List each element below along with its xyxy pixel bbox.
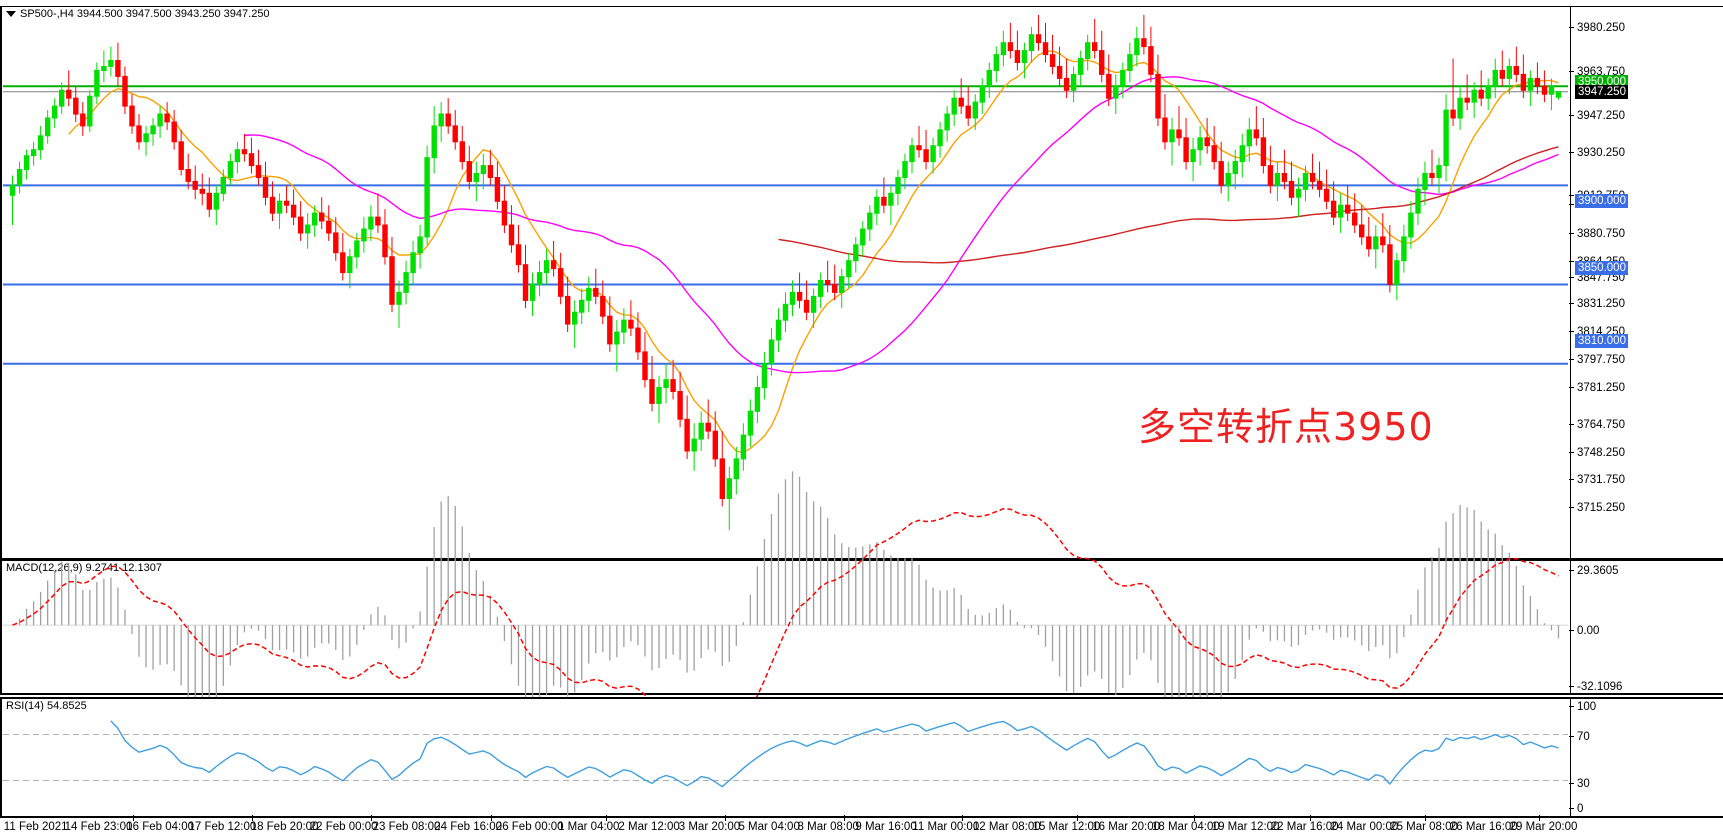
- price-axis-scale[interactable]: 3980.2503963.7503947.2503930.2503913.750…: [1569, 6, 1723, 559]
- chart-annotation-text: 多空转折点3950: [1138, 405, 1434, 449]
- price-axis-separator: [1570, 7, 1571, 558]
- time-axis-separator: [490, 815, 492, 821]
- time-axis-label: 25 Mar 08:00: [1390, 821, 1458, 833]
- time-axis-separator: [844, 815, 846, 821]
- rsi-tick: 30: [1569, 778, 1590, 791]
- rsi-axis-scale: 100 70 30 0: [1569, 697, 1723, 818]
- time-axis-separator: [251, 815, 253, 821]
- macd-tick: 29.3605: [1569, 565, 1619, 578]
- time-axis-separator: [962, 815, 964, 821]
- macd-tick: -32.1096: [1569, 681, 1622, 694]
- price-tick: 3963.750: [1569, 66, 1625, 79]
- time-axis-label: 2 Mar 12:00: [618, 821, 680, 833]
- time-axis-label: 26 Mar 16:00: [1449, 821, 1518, 833]
- level-tag-3810[interactable]: 3810.000: [1575, 334, 1628, 348]
- time-axis-label: 24 Feb 16:00: [434, 821, 502, 833]
- time-axis-separator: [1309, 815, 1311, 821]
- rsi-tick: 0: [1569, 803, 1583, 816]
- time-axis-separator: [606, 815, 608, 821]
- price-tick: 3880.750: [1569, 228, 1625, 241]
- macd-axis-scale: 29.3605 0.00 -32.1096: [1569, 559, 1723, 695]
- rsi-tick: 100: [1569, 701, 1596, 714]
- time-axis-separator: [133, 815, 135, 821]
- time-axis-label: 17 Feb 12:00: [188, 821, 257, 833]
- time-axis-label: 16 Feb 04:00: [126, 821, 195, 833]
- time-axis-label: 14 Feb 23:00: [64, 821, 133, 833]
- price-tick: 3731.750: [1569, 474, 1625, 487]
- price-tick: 3764.750: [1569, 419, 1625, 432]
- symbol-ohlc-caption: SP500-,H4 3944.500 3947.500 3943.250 394…: [20, 8, 270, 20]
- time-axis-separator: [1424, 815, 1426, 821]
- time-axis-label: 11 Mar 00:00: [912, 821, 980, 833]
- price-tick: 3831.250: [1569, 298, 1625, 311]
- time-axis-label: 3 Mar 20:00: [678, 821, 741, 833]
- time-axis[interactable]: 11 Feb 2021 14 Feb 23:00 16 Feb 04:00 17 Fe…: [0, 815, 1723, 839]
- price-tick: 3980.250: [1569, 22, 1625, 35]
- time-axis-label: 18 Mar 04:00: [1151, 821, 1220, 833]
- time-axis-label: 16 Mar 20:00: [1092, 821, 1161, 833]
- price-tick: 3797.750: [1569, 354, 1625, 367]
- time-axis-label: 29 Mar 20:00: [1509, 821, 1578, 833]
- time-axis-label: 23 Feb 08:00: [372, 821, 441, 833]
- price-tick: 3814.250: [1569, 326, 1625, 339]
- time-axis-label: 11 Feb 2021: [3, 821, 68, 833]
- time-axis-separator: [1194, 815, 1196, 821]
- price-tick: 3947.250: [1569, 110, 1625, 123]
- rsi-caption: RSI(14) 54.8525: [6, 700, 87, 712]
- time-axis-label: 26 Feb 00:00: [495, 821, 564, 833]
- time-axis-separator: [1539, 815, 1541, 821]
- macd-axis-separator: [1570, 561, 1571, 693]
- level-tag-3850[interactable]: 3850.000: [1575, 261, 1628, 275]
- rsi-tick: 70: [1569, 731, 1590, 744]
- macd-tick: 0.00: [1569, 625, 1599, 638]
- rsi-panel[interactable]: [0, 697, 1723, 818]
- time-axis-separator: [371, 815, 373, 821]
- time-axis-label: 9 Mar 16:00: [855, 821, 917, 833]
- time-axis-separator: [724, 815, 726, 821]
- time-axis-label: 18 Feb 20:00: [250, 821, 319, 833]
- time-axis-label: 15 Mar 12:00: [1032, 821, 1101, 833]
- time-axis-label: 19 Mar 12:00: [1211, 821, 1280, 833]
- time-axis-separator: [1077, 815, 1078, 821]
- time-axis-label: 24 Mar 00:00: [1330, 821, 1399, 833]
- level-tag-3900[interactable]: 3900.000: [1575, 194, 1628, 208]
- price-tick: 3715.250: [1569, 502, 1625, 515]
- price-tick: 3930.250: [1569, 147, 1625, 160]
- macd-caption: MACD(12,26,9) 9.2741 12.1307: [6, 562, 162, 574]
- price-tick: 3847.750: [1569, 272, 1625, 285]
- time-axis-label: 1 Mar 04:00: [558, 821, 620, 833]
- rsi-axis-separator: [1570, 699, 1571, 816]
- time-axis-label: 12 Mar 08:00: [972, 821, 1041, 833]
- price-tick: 3748.250: [1569, 447, 1625, 460]
- price-chart-panel[interactable]: [0, 6, 1723, 559]
- time-axis-label: 22 Feb 00:00: [309, 821, 378, 833]
- time-axis-label: 22 Mar 16:00: [1270, 821, 1339, 833]
- time-axis-label: 5 Mar 04:00: [738, 821, 800, 833]
- triangle-down-icon[interactable]: [6, 11, 16, 17]
- time-axis-label: 8 Mar 08:00: [797, 821, 859, 833]
- current-price-tag[interactable]: 3947.250: [1575, 85, 1628, 99]
- price-tick: 3781.250: [1569, 382, 1625, 395]
